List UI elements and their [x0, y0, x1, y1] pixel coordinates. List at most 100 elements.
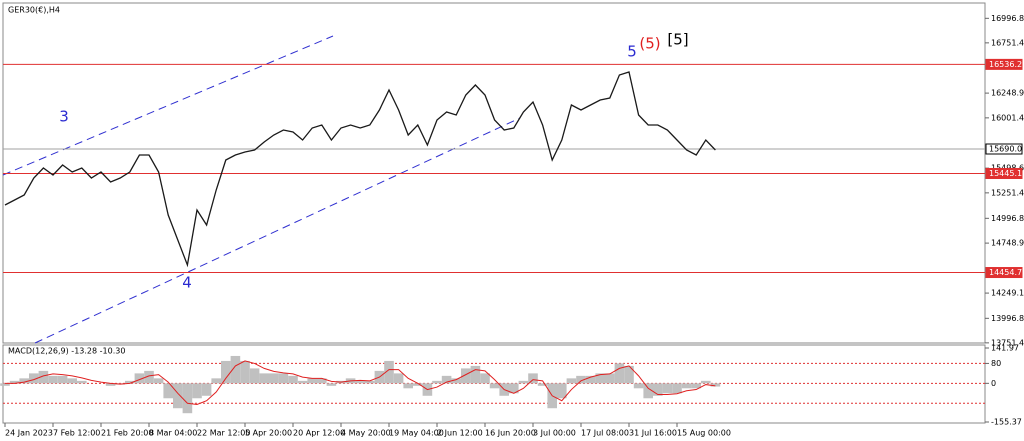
macd-bar	[595, 373, 605, 384]
x-tick-label: 3 Jul 00:00	[533, 429, 576, 438]
x-tick-label: 21 Feb 20:00	[101, 429, 153, 438]
channel-line	[34, 117, 521, 344]
macd-bar	[288, 375, 298, 384]
macd-bar	[134, 373, 145, 384]
y-tick-label: 16248.9	[991, 89, 1024, 98]
level-tag	[985, 58, 1023, 70]
macd-bar	[326, 383, 337, 386]
macd-bar	[365, 380, 375, 384]
macd-bar	[230, 355, 241, 384]
macd-bar	[701, 380, 711, 384]
macd-bar	[413, 383, 423, 386]
level-label: 15445.1	[989, 169, 1022, 178]
macd-bar	[528, 373, 538, 384]
x-tick-label: 17 Jul 08:00	[581, 429, 629, 438]
macd-y-tick-label: -155.37	[991, 418, 1022, 427]
x-tick-label: 2 Jun 12:00	[437, 429, 483, 438]
x-tick-label: 19 May 04:00	[389, 429, 444, 438]
macd-bar	[518, 380, 529, 384]
x-tick-label: 24 Jan 2023	[5, 429, 53, 438]
y-tick-label: 14996.8	[991, 214, 1024, 223]
macd-bar	[393, 373, 404, 384]
macd-bar	[38, 370, 49, 384]
macd-bar	[432, 380, 442, 384]
wave-label: [5]	[667, 31, 688, 49]
macd-bar	[633, 383, 644, 389]
y-tick-label: 14748.9	[991, 239, 1024, 248]
y-tick-label: 15251.4	[991, 188, 1024, 197]
channel-line	[2, 35, 334, 176]
macd-bar	[211, 378, 221, 384]
level-label: 15690.0	[989, 145, 1022, 154]
macd-bar	[461, 368, 471, 384]
macd-bar	[0, 383, 10, 386]
macd-bar	[153, 378, 164, 384]
macd-bar	[249, 368, 260, 384]
level-tag	[985, 143, 1023, 155]
macd-bar	[605, 373, 615, 384]
macd-bar	[182, 383, 193, 414]
x-tick-label: 5 Apr 20:00	[245, 429, 292, 438]
macd-y-tick-label: 141.97	[991, 344, 1019, 353]
macd-bar	[384, 360, 394, 384]
macd-bar	[163, 383, 173, 399]
macd-bar	[672, 383, 682, 394]
level-label: 14454.7	[989, 268, 1022, 277]
macd-bar	[451, 378, 461, 384]
macd-bar	[403, 383, 413, 389]
macd-bar	[691, 383, 701, 389]
macd-bar	[681, 383, 692, 389]
price-line	[4, 71, 716, 268]
x-tick-label: 8 Mar 04:00	[149, 429, 197, 438]
x-tick-label: 4 May 20:00	[341, 429, 391, 438]
wave-label: (5)	[639, 35, 660, 53]
macd-bar	[297, 380, 308, 384]
macd-bar	[192, 383, 202, 399]
wave-label: 5	[627, 43, 637, 61]
macd-bar	[125, 380, 135, 384]
macd-bar	[653, 383, 663, 396]
macd-bar	[77, 380, 87, 384]
macd-y-tick-label: 80	[991, 359, 1001, 368]
macd-bar	[614, 363, 625, 384]
wave-label: 3	[59, 108, 69, 126]
y-tick-label: 13996.8	[991, 314, 1024, 323]
macd-bar	[29, 373, 39, 384]
macd-bar	[57, 375, 68, 384]
x-tick-label: 16 Jun 20:00	[485, 429, 536, 438]
macd-bar	[307, 378, 317, 384]
x-tick-label: 31 Jul 16:00	[629, 429, 677, 438]
y-tick-label: 16996.8	[991, 14, 1024, 23]
macd-bar	[576, 375, 586, 384]
macd-bar	[317, 378, 327, 384]
macd-title: MACD(12,26,9) -13.28 -10.30	[8, 347, 125, 356]
y-tick-label: 16751.4	[991, 38, 1024, 47]
level-tag	[985, 267, 1023, 279]
macd-bar	[643, 383, 653, 399]
macd-bar	[173, 383, 183, 409]
macd-bar	[269, 373, 279, 384]
macd-bar	[19, 378, 29, 384]
macd-bar	[470, 365, 481, 384]
macd-bar	[201, 383, 212, 396]
macd-bar	[278, 373, 289, 384]
macd-bar	[585, 375, 596, 384]
macd-bar	[710, 383, 721, 387]
macd-bar	[105, 383, 116, 386]
y-tick-label: 13751.4	[991, 338, 1024, 347]
y-tick-label: 16001.4	[991, 113, 1024, 122]
macd-bar	[144, 370, 154, 384]
x-tick-label: 22 Mar 12:00	[197, 429, 250, 438]
macd-bar	[9, 380, 20, 384]
macd-bar	[355, 380, 365, 384]
macd-bar	[489, 383, 500, 389]
macd-bar	[48, 375, 58, 384]
x-tick-label: 15 Aug 00:00	[677, 429, 731, 438]
macd-bar	[67, 378, 77, 384]
y-tick-label: 14249.1	[991, 289, 1024, 298]
macd-bar	[259, 373, 269, 384]
macd-bar	[441, 375, 452, 384]
x-tick-label: 20 Apr 12:00	[293, 429, 345, 438]
